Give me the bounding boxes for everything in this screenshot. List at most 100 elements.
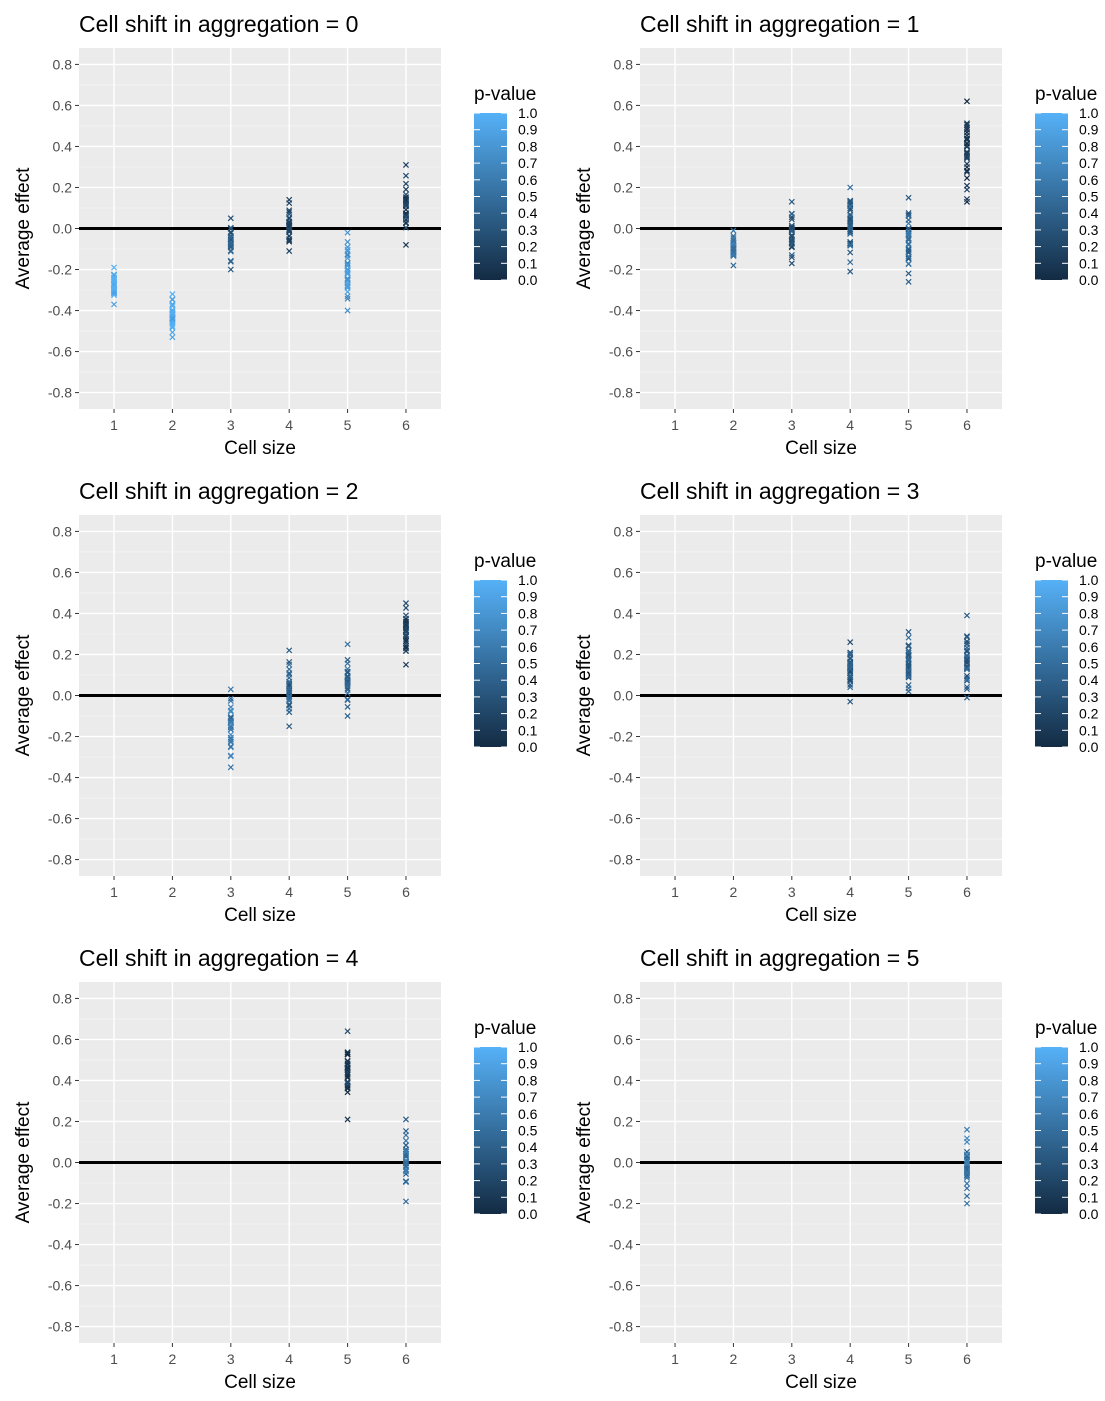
legend-tick-label: 0.5 bbox=[1079, 189, 1099, 205]
data-point bbox=[169, 323, 176, 330]
data-point bbox=[286, 233, 293, 240]
data-point bbox=[286, 220, 293, 227]
data-point bbox=[730, 251, 737, 258]
data-point bbox=[286, 227, 293, 234]
data-point bbox=[788, 232, 795, 239]
legend-tick-label: 0.7 bbox=[518, 155, 538, 171]
data-point bbox=[286, 678, 293, 685]
data-point bbox=[286, 705, 293, 712]
x-tick-label: 3 bbox=[788, 1351, 796, 1367]
y-tick-label: 0.2 bbox=[614, 646, 634, 662]
data-point bbox=[730, 237, 737, 244]
data-point bbox=[344, 679, 351, 686]
data-point bbox=[963, 182, 970, 189]
legend-tick-label: 0.6 bbox=[1079, 639, 1099, 655]
data-point bbox=[963, 175, 970, 182]
legend-tick-label: 1.0 bbox=[518, 105, 538, 121]
data-point bbox=[402, 604, 409, 611]
chart-title: Cell shift in aggregation = 5 bbox=[640, 945, 919, 971]
scatter-chart: Cell shift in aggregation = 20.80.60.40.… bbox=[13, 478, 538, 926]
legend-tick-label: 0.3 bbox=[1079, 689, 1099, 705]
legend-tick-label: 0.4 bbox=[518, 205, 538, 221]
legend-tick-label: 0.0 bbox=[518, 1206, 538, 1222]
data-point bbox=[905, 253, 912, 260]
data-point bbox=[286, 697, 293, 704]
legend-tick-label: 0.8 bbox=[1079, 605, 1099, 621]
x-axis-label: Cell size bbox=[785, 438, 857, 459]
data-point bbox=[111, 284, 118, 291]
scatter-chart: Cell shift in aggregation = 5 0.8 0.6 0.4 0.… bbox=[574, 945, 1099, 1393]
data-point bbox=[905, 255, 912, 262]
chart-panel: Cell shift in aggregation = 0 0.8 0.6 0.4 0.… bbox=[0, 0, 552, 467]
data-point bbox=[227, 736, 234, 743]
y-tick-label: 0.8 bbox=[614, 990, 634, 1006]
data-point bbox=[963, 640, 970, 647]
y-tick-label: -0.4 bbox=[48, 770, 72, 786]
data-point bbox=[344, 1049, 351, 1056]
data-point bbox=[402, 1142, 409, 1149]
data-point bbox=[847, 259, 854, 266]
data-point bbox=[963, 656, 970, 663]
legend-title: p-value bbox=[1035, 1018, 1097, 1039]
y-tick-label: 0.2 bbox=[53, 1113, 73, 1129]
x-tick-label: 1 bbox=[671, 884, 679, 900]
data-point bbox=[286, 647, 293, 654]
x-tick-label: 2 bbox=[169, 417, 177, 433]
data-point bbox=[905, 670, 912, 677]
data-point bbox=[344, 641, 351, 648]
data-point bbox=[963, 124, 970, 131]
data-point bbox=[847, 221, 854, 228]
y-tick-label: 0.0 bbox=[614, 688, 634, 704]
data-point bbox=[227, 726, 234, 733]
legend-title: p-value bbox=[1035, 84, 1097, 105]
x-tick-label: 1 bbox=[110, 1351, 118, 1367]
data-point bbox=[344, 1079, 351, 1086]
y-tick-label: 0.4 bbox=[614, 1072, 634, 1088]
data-point bbox=[905, 278, 912, 285]
data-point bbox=[402, 661, 409, 668]
legend-tick-label: 0.7 bbox=[1079, 622, 1099, 638]
y-tick-label: -0.8 bbox=[609, 852, 633, 868]
y-tick-label: -0.8 bbox=[48, 852, 72, 868]
legend-tick-label: 0.4 bbox=[518, 1139, 538, 1155]
data-point bbox=[963, 1153, 970, 1160]
legend-tick-label: 0.7 bbox=[1079, 155, 1099, 171]
x-tick-label: 5 bbox=[344, 884, 352, 900]
data-point bbox=[847, 203, 854, 210]
y-tick-label: 0.6 bbox=[53, 1031, 73, 1047]
data-point bbox=[963, 1185, 970, 1192]
y-tick-label: 0.0 bbox=[53, 1155, 73, 1171]
data-point bbox=[788, 236, 795, 243]
data-point bbox=[344, 295, 351, 302]
legend-title: p-value bbox=[1035, 551, 1097, 572]
y-tick-label: 0.2 bbox=[614, 1113, 634, 1129]
chart-panel: Cell shift in aggregation = 4 0.8 0.6 0.4 0.… bbox=[0, 934, 552, 1401]
data-point bbox=[402, 1178, 409, 1185]
y-tick-label: -0.4 bbox=[48, 303, 72, 319]
data-point bbox=[788, 211, 795, 218]
data-point bbox=[963, 167, 970, 174]
data-point bbox=[344, 1028, 351, 1035]
y-tick-label: 0.2 bbox=[53, 646, 73, 662]
data-point bbox=[730, 245, 737, 252]
y-tick-label: 0.6 bbox=[53, 97, 73, 113]
data-point bbox=[905, 642, 912, 649]
data-point bbox=[402, 241, 409, 248]
data-point bbox=[963, 98, 970, 105]
legend-tick-label: 1.0 bbox=[518, 1039, 538, 1055]
data-point bbox=[169, 296, 176, 303]
data-point bbox=[286, 222, 293, 229]
x-tick-label: 5 bbox=[905, 884, 913, 900]
y-tick-label: 0.6 bbox=[614, 1031, 634, 1047]
legend-title: p-value bbox=[474, 551, 536, 572]
y-tick-label: 0.4 bbox=[614, 605, 634, 621]
data-point bbox=[730, 262, 737, 269]
data-point bbox=[286, 661, 293, 668]
data-point bbox=[963, 694, 970, 701]
data-point bbox=[227, 236, 234, 243]
data-point bbox=[963, 647, 970, 654]
data-point bbox=[227, 235, 234, 242]
data-point bbox=[286, 221, 293, 228]
data-point bbox=[344, 674, 351, 681]
data-point bbox=[227, 697, 234, 705]
